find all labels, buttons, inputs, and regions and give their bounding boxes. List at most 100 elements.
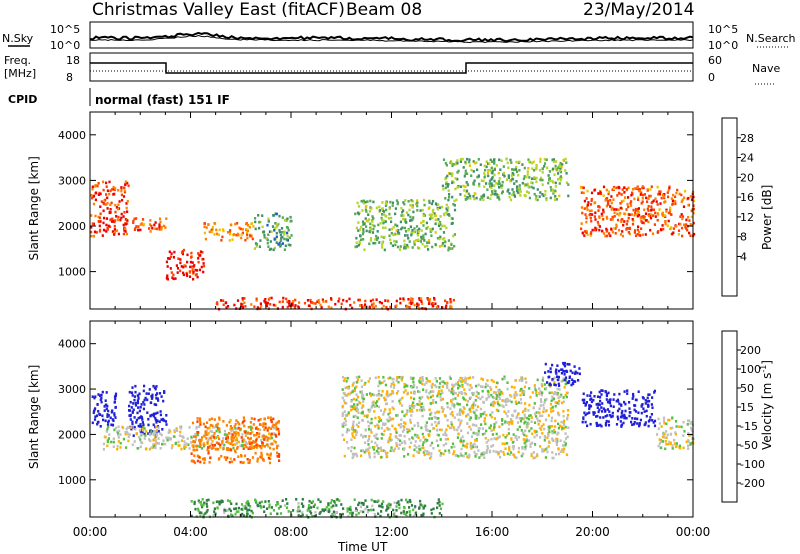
velocity-cell bbox=[497, 409, 500, 413]
velocity-cell bbox=[516, 428, 519, 431]
power-cell bbox=[621, 230, 624, 233]
velocity-cell bbox=[157, 442, 160, 445]
power-cell bbox=[418, 227, 421, 231]
power-cell bbox=[383, 213, 386, 216]
velocity-cell bbox=[553, 381, 556, 384]
velocity-cell bbox=[459, 376, 462, 380]
velocity-cell bbox=[383, 398, 386, 401]
velocity-cell bbox=[97, 393, 100, 396]
velocity-cell bbox=[221, 500, 224, 503]
velocity-cell bbox=[496, 394, 499, 397]
velocity-cell bbox=[257, 444, 260, 447]
power-cell bbox=[500, 191, 504, 195]
velocity-cell bbox=[196, 417, 199, 420]
velocity-cell bbox=[470, 404, 474, 408]
power-cell bbox=[384, 204, 388, 207]
velocity-cell bbox=[544, 362, 547, 366]
velocity-cell bbox=[523, 385, 526, 389]
power-cell bbox=[382, 226, 385, 230]
velocity-cell bbox=[343, 417, 347, 420]
power-cell bbox=[519, 194, 522, 197]
power-cell bbox=[531, 161, 534, 165]
velocity-cell bbox=[690, 433, 693, 437]
velocity-cell bbox=[330, 505, 333, 509]
velocity-cell bbox=[637, 411, 640, 414]
power-cell bbox=[125, 202, 128, 205]
velocity-cell bbox=[441, 397, 444, 401]
velocity-cell bbox=[483, 456, 486, 459]
velocity-cell bbox=[566, 435, 569, 439]
velocity-cell bbox=[673, 442, 676, 445]
power-cell bbox=[365, 210, 368, 213]
power-cell bbox=[523, 175, 526, 178]
velocity-cell bbox=[406, 427, 409, 431]
velocity-cell bbox=[373, 445, 376, 449]
power-cell bbox=[441, 241, 445, 245]
power-cell bbox=[196, 275, 199, 279]
power-cell bbox=[678, 192, 681, 196]
velocity-cell bbox=[328, 507, 331, 511]
power-cell bbox=[464, 185, 467, 189]
power-cell bbox=[259, 220, 262, 224]
velocity-cell bbox=[563, 447, 566, 451]
power-cell bbox=[637, 213, 641, 217]
velocity-cell bbox=[548, 375, 551, 379]
velocity-cell bbox=[403, 512, 406, 515]
velocity-cell bbox=[379, 446, 382, 450]
power-cell bbox=[483, 164, 486, 168]
velocity-cell bbox=[418, 451, 421, 455]
velocity-cell bbox=[348, 508, 351, 511]
power-cell bbox=[642, 216, 645, 220]
power-cell bbox=[544, 193, 547, 197]
velocity-cell bbox=[371, 446, 375, 449]
velocity-cell bbox=[405, 384, 408, 388]
power-cell bbox=[643, 193, 646, 196]
velocity-cell bbox=[402, 510, 405, 513]
velocity-cell bbox=[370, 417, 373, 421]
power-cell bbox=[476, 168, 479, 172]
power-cell bbox=[630, 193, 633, 197]
velocity-cell bbox=[457, 383, 460, 387]
velocity-cell bbox=[350, 427, 353, 430]
time-axis: 00:00 04:00 08:00 12:00 16:00 20:00 00:00 bbox=[73, 525, 711, 539]
velocity-cell bbox=[127, 435, 130, 439]
power-cell bbox=[410, 230, 413, 234]
power-cell bbox=[241, 228, 244, 231]
power-cell bbox=[199, 250, 203, 253]
velocity-cell bbox=[94, 415, 97, 418]
velocity-cell bbox=[139, 438, 142, 441]
time-tick-label: 04:00 bbox=[173, 525, 208, 539]
velocity-cell bbox=[106, 413, 109, 416]
velocity-cell bbox=[212, 513, 215, 517]
velocity-cell bbox=[249, 425, 252, 429]
power-cell bbox=[552, 190, 555, 193]
velocity-cell bbox=[383, 410, 386, 414]
power-cell bbox=[404, 199, 407, 202]
velocity-cell bbox=[405, 412, 408, 416]
velocity-cell bbox=[346, 510, 349, 513]
velocity-cell bbox=[198, 511, 201, 514]
velocity-cell bbox=[213, 507, 216, 510]
velocity-cell bbox=[389, 385, 393, 388]
power-cell bbox=[437, 203, 440, 206]
power-cell bbox=[538, 195, 541, 198]
velocity-cell bbox=[462, 454, 465, 458]
velocity-cell bbox=[479, 397, 482, 401]
power-cell bbox=[381, 243, 384, 246]
velocity-cell bbox=[367, 420, 370, 424]
velocity-cell bbox=[541, 379, 544, 382]
power-cell bbox=[361, 220, 365, 224]
power-cell bbox=[597, 192, 600, 195]
velocity-cell bbox=[235, 419, 238, 422]
power-cell bbox=[125, 206, 128, 210]
velocity-cell bbox=[416, 450, 419, 454]
velocity-cell bbox=[253, 434, 256, 437]
power-cell bbox=[133, 228, 136, 231]
power-cell bbox=[652, 214, 655, 217]
velocity-cell bbox=[376, 437, 379, 441]
velocity-cell bbox=[505, 403, 508, 407]
power-cell bbox=[250, 222, 254, 225]
velocity-cell bbox=[664, 447, 667, 451]
velocity-cell bbox=[442, 433, 445, 436]
power-cell bbox=[297, 306, 300, 309]
